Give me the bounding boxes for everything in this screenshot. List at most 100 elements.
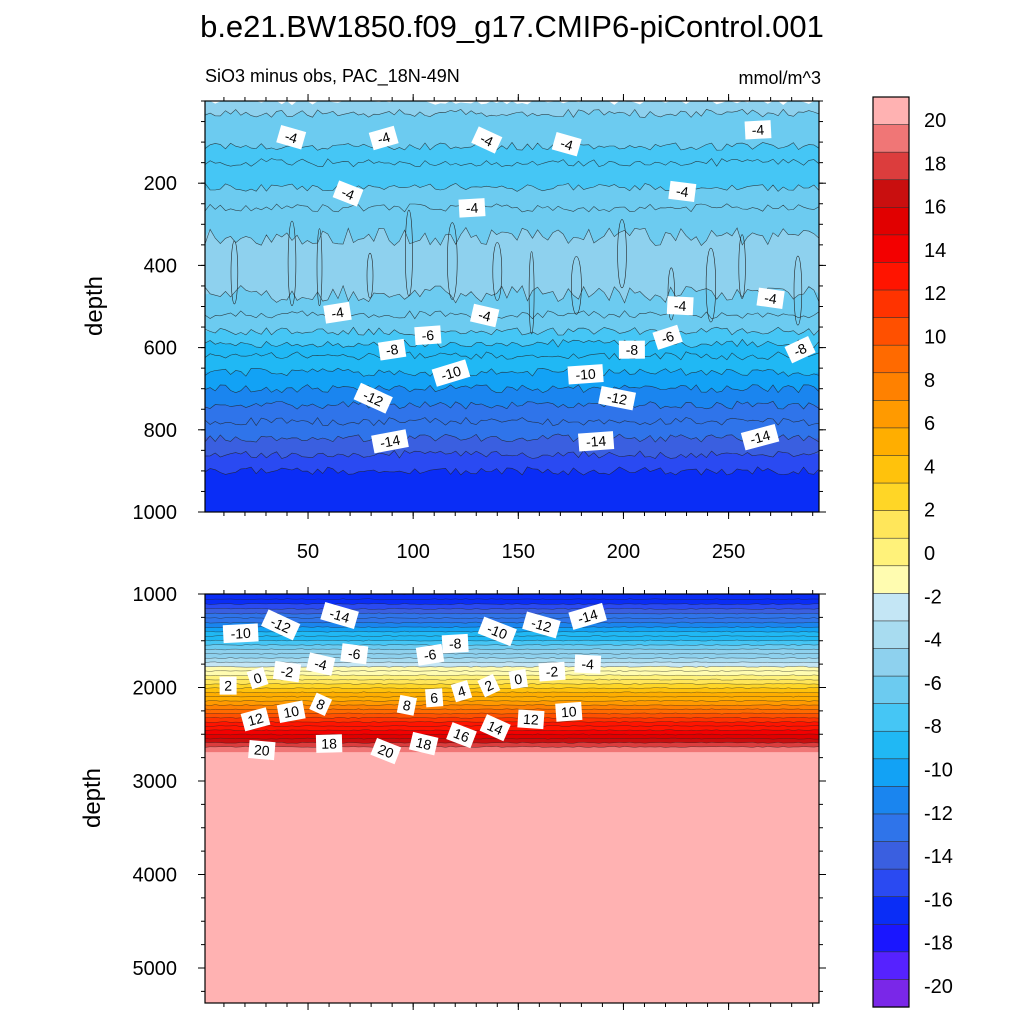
svg-text:-4: -4 (674, 297, 687, 314)
lower-contour-label: 10 (555, 701, 583, 722)
upper-contour-line (205, 141, 819, 151)
upper-xtick-label: 100 (396, 541, 429, 563)
upper-contour-label: -6 (414, 325, 442, 346)
lower-fill-band (205, 687, 819, 694)
lower-ytick-label: 1000 (133, 584, 178, 606)
svg-text:-6: -6 (347, 645, 362, 662)
colorbar-label: -18 (924, 933, 953, 955)
upper-ytick-label: 800 (144, 420, 177, 442)
svg-text:-12: -12 (606, 388, 629, 408)
lower-contour-line (205, 708, 819, 711)
colorbar-swatch (872, 620, 910, 650)
svg-text:18: 18 (414, 734, 433, 753)
lower-fill-band (205, 700, 819, 707)
upper-contour-label: -4 (276, 124, 307, 150)
lower-fill-band (205, 738, 819, 744)
colorbar-swatch (872, 868, 910, 898)
lower-contour-label: -4 (574, 654, 602, 674)
colorbar-label: 20 (924, 110, 946, 132)
lower-top-fill (205, 594, 819, 596)
colorbar-swatch (872, 372, 910, 401)
colorbar-swatch (872, 758, 910, 788)
colorbar-swatch (872, 179, 910, 208)
lower-contour-label: -8 (441, 633, 469, 654)
upper-contour-line (205, 449, 819, 459)
upper-ylabel: depth (81, 276, 108, 336)
upper-contour-line (205, 417, 819, 427)
lower-contour-line (205, 712, 819, 715)
colorbar-label: 2 (924, 500, 935, 522)
svg-text:-4: -4 (283, 128, 300, 147)
lower-fill-band (205, 746, 819, 753)
svg-text:-12: -12 (268, 613, 293, 636)
upper-contour-label: -4 (323, 301, 352, 324)
colorbar-swatch (872, 317, 910, 346)
colorbar-label: 8 (924, 370, 935, 392)
lower-fill-band (205, 622, 819, 629)
upper-contour-label: -4 (668, 180, 697, 202)
svg-text:-4: -4 (313, 655, 329, 673)
svg-text:-8: -8 (449, 635, 463, 652)
upper-contour-loop (738, 234, 746, 299)
colorbar-swatch (872, 923, 910, 953)
lower-contour-line (205, 721, 819, 723)
figure-title: b.e21.BW1850.f09_g17.CMIP6-piControl.001 (200, 9, 824, 44)
upper-contour-line (205, 384, 819, 394)
upper-contour-label: -14 (371, 429, 409, 454)
lower-contour-line (205, 695, 819, 698)
svg-text:-4: -4 (675, 183, 690, 200)
upper-contour-label: -4 (471, 126, 503, 154)
colorbar-label: -4 (924, 630, 942, 652)
lower-contour-line (205, 617, 819, 619)
lower-contour-line (205, 729, 819, 732)
lower-contour-line (205, 652, 819, 655)
svg-text:-4: -4 (581, 656, 594, 673)
upper-contour-label: -4 (756, 287, 785, 310)
svg-text:12: 12 (246, 710, 265, 730)
upper-contour-line (205, 433, 819, 443)
svg-text:-4: -4 (559, 135, 576, 154)
svg-text:-12: -12 (361, 387, 386, 410)
upper-contour-label: -10 (431, 359, 471, 387)
upper-contour-loop (492, 242, 503, 301)
upper-ytick-label: 1000 (133, 502, 178, 524)
lower-contour-label: -6 (340, 643, 369, 665)
upper-contour-line (205, 108, 819, 118)
lower-fill-band (205, 612, 819, 620)
colorbar-swatch (872, 537, 910, 567)
svg-text:-10: -10 (439, 362, 463, 383)
lower-contour-label: 0 (508, 668, 529, 690)
lower-fill-band (205, 640, 819, 646)
colorbar-label: 0 (924, 543, 935, 565)
colorbar-swatch (872, 510, 910, 539)
lower-contour-label: 8 (309, 692, 333, 717)
lower-contour-label: -12 (261, 609, 301, 641)
colorbar-label: 16 (924, 197, 946, 219)
lower-contour-line (205, 746, 819, 748)
svg-text:16: 16 (451, 725, 471, 746)
lower-contour-label: 0 (246, 666, 269, 690)
lower-contour-line (205, 700, 819, 702)
colorbar-swatch (872, 593, 910, 622)
colorbar-swatch (872, 841, 910, 870)
upper-fill-band (205, 466, 819, 512)
upper-contour-line (205, 367, 819, 377)
lower-contour-label: 12 (517, 709, 545, 730)
svg-text:-14: -14 (328, 605, 352, 626)
upper-contour-line (205, 310, 819, 320)
colorbar-swatch (872, 262, 910, 291)
lower-contour-line (205, 661, 819, 664)
lower-contour-label: 18 (315, 734, 343, 753)
svg-text:-14: -14 (748, 427, 772, 448)
lower-contour-label: -10 (222, 623, 259, 644)
colorbar-swatch (872, 703, 910, 732)
lower-contour-line (205, 608, 819, 610)
lower-contour-line (205, 644, 819, 646)
colorbar-label: 4 (924, 456, 935, 478)
svg-text:-4: -4 (477, 306, 493, 324)
lower-fill-band (205, 666, 819, 672)
upper-contour-line (205, 182, 819, 192)
lower-contour-line (205, 621, 819, 624)
upper-contour-label: -4 (470, 303, 500, 328)
